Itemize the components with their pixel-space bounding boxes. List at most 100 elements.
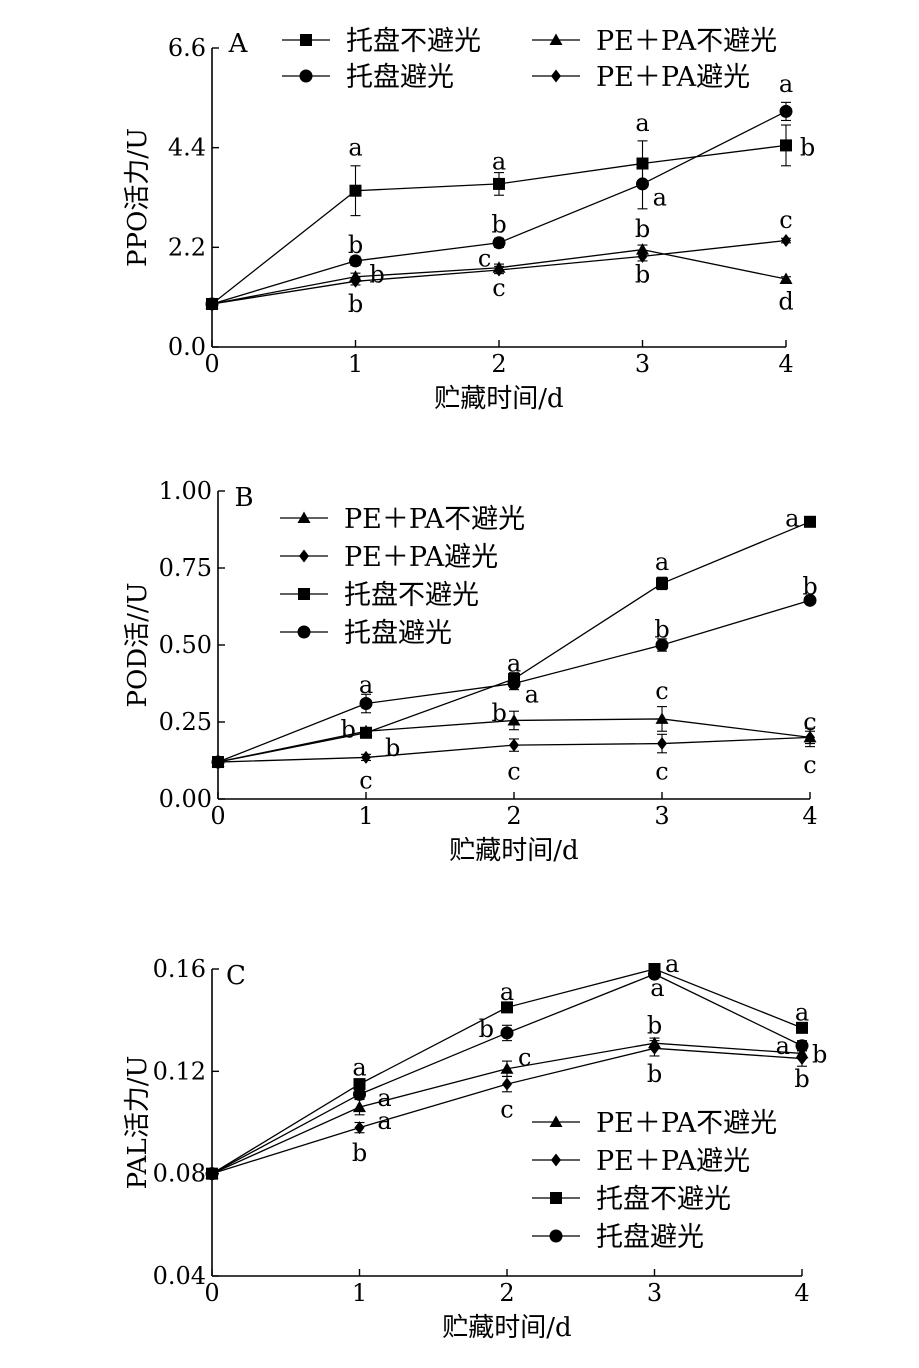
significance-letter: b <box>352 1139 367 1167</box>
legend-marker <box>297 511 311 523</box>
panel-letter: A <box>228 29 249 59</box>
data-point-square <box>493 177 505 190</box>
significance-letter: a <box>377 1084 391 1112</box>
data-point-circle <box>795 1039 809 1053</box>
y-tick-label: 0.50 <box>159 631 212 659</box>
legend-item: PE＋PA不避光 <box>532 1108 777 1139</box>
significance-letter: a <box>359 671 373 699</box>
data-point-diamond <box>657 737 667 751</box>
y-tick-label: 0.16 <box>153 955 206 983</box>
significance-letter: c <box>518 1043 531 1071</box>
significance-letter: c <box>478 245 491 273</box>
data-point-triangle <box>655 712 669 724</box>
data-point-circle <box>779 104 793 118</box>
significance-letter: b <box>635 215 650 243</box>
significance-letter: b <box>802 572 817 600</box>
y-tick-label: 0.75 <box>159 554 212 582</box>
significance-letter: a <box>785 505 799 533</box>
y-tick-label: 0.00 <box>159 785 212 813</box>
data-point-square <box>780 139 792 152</box>
legend-label: PE＋PA不避光 <box>596 1108 777 1139</box>
x-tick-label: 1 <box>352 1279 367 1307</box>
significance-letter: b <box>341 716 356 744</box>
data-point-square <box>796 1021 808 1034</box>
x-tick-label: 4 <box>794 1279 809 1307</box>
data-point-circle <box>492 236 506 250</box>
x-tick-label: 1 <box>358 802 373 830</box>
significance-letter: d <box>778 288 793 316</box>
significance-letter: a <box>352 1053 366 1081</box>
legend-marker <box>549 33 563 45</box>
legend-item: 托盘避光 <box>280 618 452 649</box>
series-diamond <box>207 234 791 311</box>
legend-marker <box>550 1192 562 1204</box>
data-point-triangle <box>353 1100 366 1113</box>
panel-b: 0 1 2 3 4 0.00 0.25 0.50 0.75 1.00 贮藏时间/d POD活//U Ba… <box>123 477 818 866</box>
legend-marker <box>551 1153 561 1167</box>
significance-letter: c <box>500 1096 513 1124</box>
legend-marker <box>299 549 309 563</box>
data-point-square <box>656 577 668 590</box>
legend-label: 托盘避光 <box>596 1222 704 1253</box>
significance-letter: b <box>385 734 400 762</box>
significance-letter: c <box>779 206 792 234</box>
legend-marker <box>549 1229 563 1243</box>
y-tick-label: 0.04 <box>153 1262 206 1290</box>
data-point-diamond <box>805 730 815 744</box>
data-point-diamond <box>207 297 217 311</box>
x-tick-label: 2 <box>506 802 521 830</box>
data-point-triangle <box>507 713 521 726</box>
significance-letter: b <box>491 211 506 239</box>
y-tick-label: 0.0 <box>168 333 206 361</box>
significance-letter: a <box>665 950 679 978</box>
significance-letter: c <box>655 677 668 705</box>
data-point-circle <box>803 593 817 607</box>
legend-item: 托盘不避光 <box>282 26 481 57</box>
x-tick-label: 3 <box>635 350 650 378</box>
significance-letter: a <box>635 109 649 137</box>
data-point-circle <box>648 967 661 981</box>
y-axis-label: POD活//U <box>123 582 153 707</box>
data-point-diamond <box>361 750 371 764</box>
significance-letter: b <box>635 261 650 289</box>
significance-letter: a <box>653 184 667 212</box>
y-axis-label: PAL活力/U <box>123 1056 153 1190</box>
y-tick-label: 1.00 <box>159 477 212 505</box>
significance-letter: c <box>803 751 816 779</box>
data-point-circle <box>655 638 669 652</box>
significance-letter: a <box>525 680 539 708</box>
x-tick-label: 2 <box>499 1279 514 1307</box>
y-tick-label: 0.08 <box>153 1160 206 1188</box>
significance-letter: b <box>348 290 363 318</box>
x-tick-label: 4 <box>778 350 793 378</box>
data-point-diamond <box>509 738 519 752</box>
legend-item: 托盘避光 <box>532 1222 704 1253</box>
legend-item: 托盘不避光 <box>280 580 479 611</box>
legend-label: 托盘不避光 <box>596 1184 731 1215</box>
legend-label: PE＋PA避光 <box>596 1146 750 1177</box>
x-axis-label: 贮藏时间/d <box>449 836 578 866</box>
significance-letter: b <box>800 134 815 162</box>
significance-letter: c <box>803 708 816 736</box>
data-point-diamond <box>781 234 791 248</box>
significance-letter: a <box>655 548 669 576</box>
data-point-triangle <box>500 1062 514 1074</box>
x-tick-label: 4 <box>802 802 817 830</box>
data-point-circle <box>500 1026 514 1040</box>
data-point-diamond <box>797 1052 807 1066</box>
x-axis-label: 贮藏时间/d <box>434 384 563 414</box>
x-tick-label: 0 <box>210 802 225 830</box>
significance-letter: a <box>776 1032 790 1060</box>
significance-letter: b <box>492 699 507 727</box>
data-point-circle <box>636 177 649 191</box>
significance-letter: a <box>795 998 809 1026</box>
legend-label: PE＋PA避光 <box>596 62 750 93</box>
significance-letter: b <box>794 1065 809 1093</box>
data-point-circle <box>353 1087 366 1101</box>
legend-item: PE＋PA不避光 <box>280 504 525 535</box>
data-point-diamond <box>649 1041 660 1055</box>
legend-marker <box>551 69 561 83</box>
significance-letter: c <box>507 757 520 785</box>
legend-marker <box>298 588 310 600</box>
y-tick-label: 0.12 <box>153 1057 206 1085</box>
